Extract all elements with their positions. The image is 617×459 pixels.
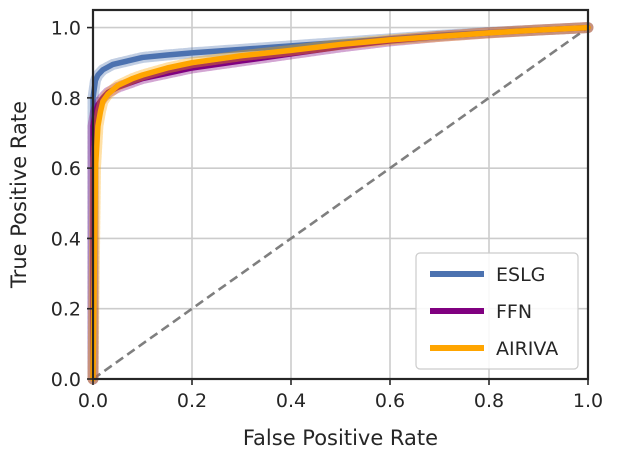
- legend: ESLG FFN AIRIVA: [415, 252, 579, 370]
- x-tick-label: 0.6: [375, 390, 405, 412]
- x-tick-label: 1.0: [573, 390, 603, 412]
- series-group: [87, 22, 594, 385]
- y-tick-label: 1.0: [51, 18, 81, 40]
- x-axis-label: False Positive Rate: [243, 426, 438, 450]
- series-line-airiva: [90, 24, 591, 382]
- y-tick-label: 0.6: [51, 158, 81, 180]
- x-tick-label: 0.8: [474, 390, 504, 412]
- chance-line: [92, 26, 589, 381]
- x-tick-label: 0.2: [177, 390, 207, 412]
- legend-label-ffn: FFN: [496, 301, 532, 323]
- axis-ticks: 0.0 0.2 0.4 0.6 0.8 1.0 0.0 0.2 0.4 0.6 0.8 1.0: [51, 18, 603, 412]
- legend-box: [415, 252, 579, 370]
- y-tick-label: 0.8: [51, 88, 81, 110]
- y-axis-label: True Positive Rate: [7, 101, 31, 289]
- legend-label-airiva: AIRIVA: [496, 338, 558, 360]
- legend-label-eslg: ESLG: [496, 264, 545, 286]
- x-tick-label: 0.4: [276, 390, 306, 412]
- chance-line-group: [92, 26, 589, 381]
- grid-lines: [92, 10, 589, 380]
- y-tick-label: 0.2: [51, 299, 81, 321]
- y-tick-label: 0.4: [51, 228, 81, 250]
- plot-frame: [91, 8, 590, 381]
- y-tick-label: 0.0: [51, 369, 81, 391]
- x-tick-label: 0.0: [78, 390, 108, 412]
